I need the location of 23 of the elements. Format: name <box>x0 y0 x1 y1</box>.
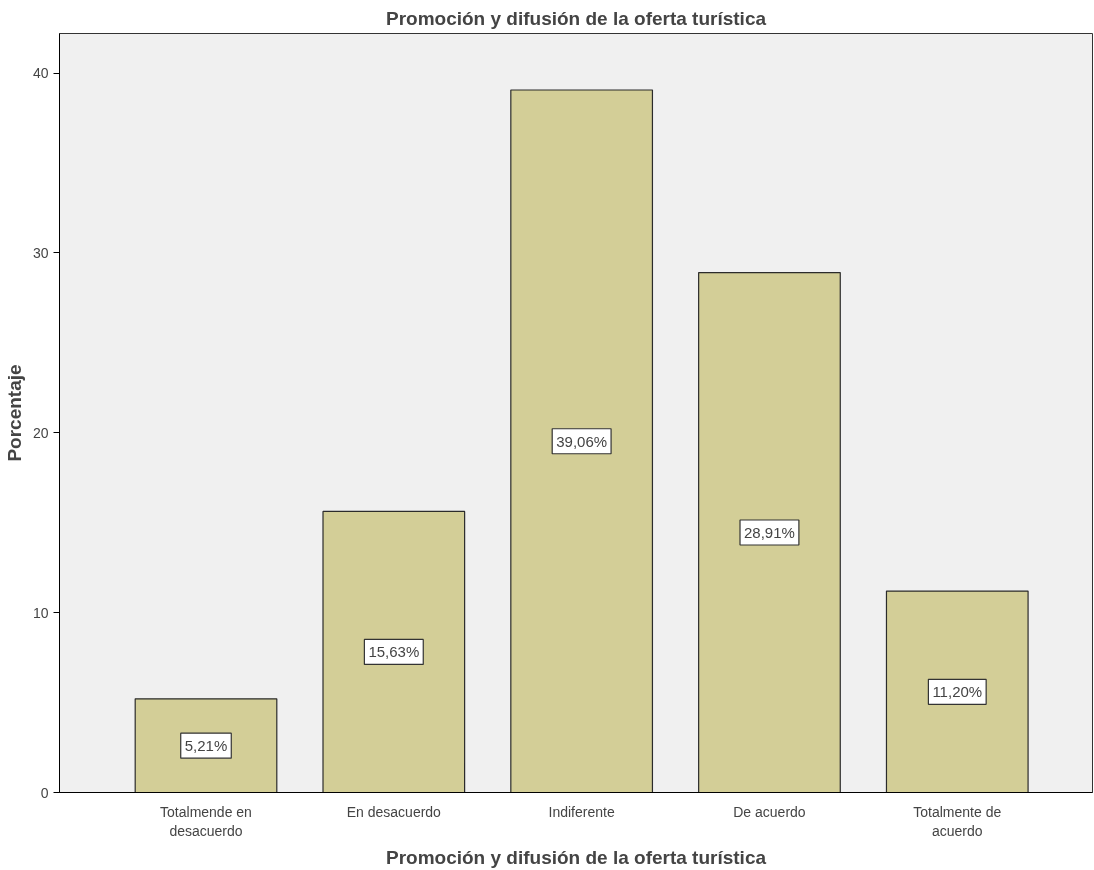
y-axis-title: Porcentaje <box>3 364 25 462</box>
y-tick-label: 10 <box>32 604 49 621</box>
y-tick-label: 30 <box>32 244 49 261</box>
bar <box>885 590 1029 793</box>
x-tick-label: Totalmende en desacuerdo <box>160 803 252 839</box>
data-label: 11,20% <box>932 683 983 701</box>
x-tick-label: Totalmente de acuerdo <box>913 803 1002 839</box>
data-label: 39,06% <box>556 432 608 450</box>
data-label: 5,21% <box>184 737 228 755</box>
y-tick-label: 40 <box>32 65 49 82</box>
x-axis-title: Promoción y difusión de la oferta turística <box>385 846 767 868</box>
data-label: 15,63% <box>368 643 420 661</box>
data-label: 28,91% <box>744 524 795 542</box>
bar <box>510 89 654 793</box>
chart-title: Promoción y difusión de la oferta turística <box>385 7 767 29</box>
x-tick-label: De acuerdo <box>733 803 806 820</box>
bar <box>698 271 841 793</box>
y-tick-label: 0 <box>40 784 49 801</box>
x-tick-label: Indiferente <box>548 803 615 820</box>
bar <box>322 510 466 793</box>
y-tick-label: 20 <box>32 424 49 441</box>
bar <box>134 698 278 793</box>
x-tick-label: En desacuerdo <box>346 803 442 820</box>
